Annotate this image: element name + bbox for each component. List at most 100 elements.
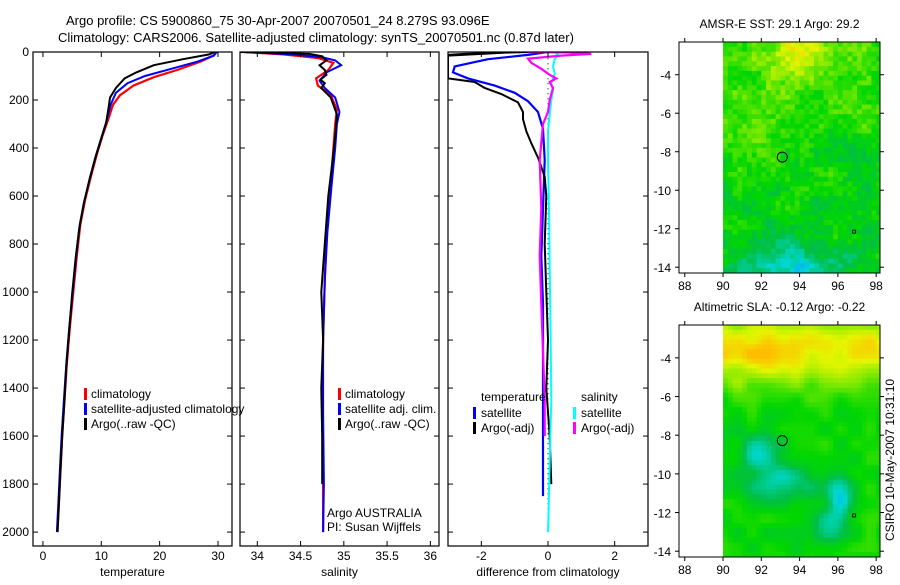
heatmap-cell [813, 460, 820, 466]
heatmap-cell [737, 171, 743, 178]
heatmap-cell [727, 407, 733, 413]
heatmap-cell [842, 196, 848, 202]
heatmap-cell [770, 70, 777, 77]
heatmap-cell [828, 363, 834, 369]
heatmap-cell [847, 42, 853, 48]
heatmap-cell [857, 455, 863, 461]
heatmap-cell [790, 508, 796, 514]
heatmap-cell [761, 176, 767, 182]
heatmap-cell [804, 152, 810, 158]
heatmap-cell [727, 66, 733, 72]
heatmap-cell [751, 344, 757, 350]
heatmap-cell [847, 143, 853, 149]
heatmap-cell [766, 147, 772, 154]
heatmap-cell [751, 80, 757, 86]
heatmap-cell [723, 445, 729, 452]
heatmap-cell [842, 162, 848, 168]
heatmap-cell [775, 412, 781, 418]
heatmap-cell [723, 104, 729, 110]
heatmap-cell [813, 547, 820, 553]
heatmap-cell [847, 397, 853, 403]
heatmap-cell [761, 200, 767, 207]
heatmap-cell [837, 234, 844, 240]
heatmap-cell [794, 253, 800, 259]
heatmap-cell [809, 426, 815, 432]
heatmap-cell [746, 46, 753, 53]
heatmap-cell [723, 465, 729, 471]
heatmap-cell [727, 494, 733, 500]
heatmap-cell [818, 542, 824, 548]
heatmap-cell [857, 268, 863, 274]
heatmap-cell [756, 258, 762, 264]
heatmap-cell [766, 176, 772, 182]
heatmap-cell [794, 157, 800, 163]
heatmap-cell [799, 215, 805, 221]
heatmap-cell [780, 66, 786, 72]
heatmap-cell [737, 518, 743, 524]
heatmap-cell [837, 263, 844, 269]
heatmap-cell [804, 128, 810, 134]
heatmap-cell [847, 181, 853, 187]
heatmap-cell [828, 244, 834, 250]
heatmap-cell [828, 104, 834, 110]
heatmap-cell [794, 167, 800, 173]
heatmap-cell [876, 99, 881, 105]
heatmap-cell [780, 133, 786, 139]
heatmap-cell [756, 378, 762, 384]
heatmap-cell [847, 513, 853, 519]
heatmap-cell [842, 450, 848, 456]
heatmap-cell [785, 368, 791, 374]
heatmap-cell [751, 210, 757, 216]
heatmap-cell [794, 455, 800, 461]
heatmap-cell [723, 200, 729, 207]
heatmap-cell [861, 431, 867, 437]
heatmap-cell [751, 441, 757, 447]
heatmap-cell [871, 51, 877, 57]
heatmap-cell [871, 258, 877, 264]
heatmap-cell [785, 114, 791, 120]
heatmap-cell [790, 181, 796, 187]
heatmap-cell [785, 253, 791, 259]
heatmap-cell [866, 234, 872, 240]
heatmap-cell [804, 162, 810, 168]
heatmap-cell [823, 104, 829, 110]
heatmap-cell [761, 229, 767, 235]
heatmap-cell [866, 176, 872, 182]
heatmap-cell [766, 499, 772, 505]
heatmap-cell [742, 373, 748, 379]
heatmap-cell [790, 138, 796, 144]
heatmap-cell [766, 46, 772, 53]
heatmap-cell [727, 210, 733, 216]
heatmap-cell [818, 484, 824, 490]
heatmap-cell [852, 147, 858, 154]
heatmap-cell [732, 215, 738, 221]
heatmap-cell [742, 157, 748, 163]
heatmap-cell [742, 334, 748, 340]
heatmap-cell [871, 176, 877, 182]
heatmap-cell [837, 387, 844, 394]
heatmap-cell [751, 224, 757, 231]
heatmap-cell [847, 104, 853, 110]
heatmap-cell [775, 329, 781, 336]
heatmap-cell [732, 99, 738, 105]
heatmap-cell [857, 378, 863, 384]
heatmap-cell [804, 133, 810, 139]
heatmap-cell [804, 176, 810, 182]
heatmap-cell [799, 325, 805, 331]
x-tick-label: -2 [476, 549, 487, 563]
heatmap-cell [813, 358, 820, 365]
heatmap-cell [809, 397, 815, 403]
heatmap-cell [813, 171, 820, 178]
heatmap-cell [727, 133, 733, 139]
heatmap-cell [732, 80, 738, 86]
heatmap-cell [746, 325, 753, 331]
heatmap-cell [804, 99, 810, 105]
heatmap-cell [871, 383, 877, 389]
heatmap-cell [770, 138, 777, 144]
heatmap-cell [775, 133, 781, 139]
legend-header: salinity [581, 390, 618, 404]
legend-swatch [338, 418, 341, 430]
heatmap-cell [732, 200, 738, 207]
heatmap-cell [871, 94, 877, 101]
heatmap-cell [723, 167, 729, 173]
